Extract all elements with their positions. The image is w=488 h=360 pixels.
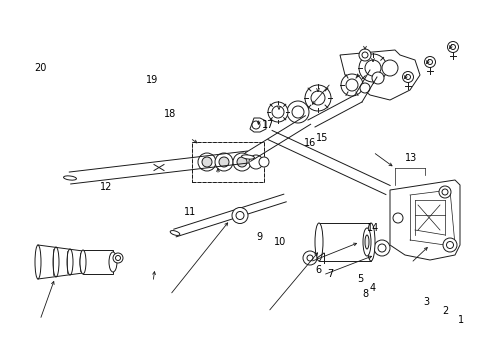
Circle shape [364, 60, 380, 76]
Circle shape [357, 231, 371, 245]
Circle shape [215, 153, 232, 171]
Ellipse shape [170, 230, 180, 235]
Circle shape [305, 85, 330, 111]
Text: 7: 7 [327, 269, 333, 279]
Circle shape [232, 153, 250, 171]
Circle shape [202, 157, 212, 167]
Ellipse shape [364, 235, 368, 249]
Circle shape [306, 255, 312, 261]
Circle shape [291, 106, 304, 118]
Circle shape [377, 244, 385, 252]
Circle shape [438, 186, 450, 198]
Bar [318, 223, 370, 261]
Circle shape [271, 106, 284, 118]
Text: 5: 5 [356, 274, 362, 284]
Circle shape [449, 45, 454, 49]
Text: 9: 9 [256, 232, 262, 242]
Ellipse shape [366, 223, 374, 261]
Ellipse shape [362, 228, 370, 256]
Text: 1: 1 [457, 315, 463, 325]
Bar [192, 142, 264, 182]
Circle shape [267, 102, 287, 122]
Bar [83, 250, 113, 274]
Circle shape [402, 72, 413, 82]
Text: 14: 14 [366, 222, 378, 233]
Ellipse shape [80, 251, 86, 273]
Circle shape [259, 157, 268, 167]
Text: 15: 15 [315, 132, 327, 143]
Circle shape [359, 83, 369, 93]
Circle shape [381, 60, 397, 76]
Circle shape [442, 238, 456, 252]
Circle shape [446, 242, 452, 248]
Polygon shape [389, 180, 459, 260]
Circle shape [405, 75, 409, 80]
Circle shape [361, 52, 367, 58]
Text: 2: 2 [441, 306, 447, 316]
Text: 6: 6 [315, 265, 321, 275]
Ellipse shape [241, 155, 254, 159]
Circle shape [310, 91, 325, 105]
Circle shape [340, 74, 362, 96]
Ellipse shape [80, 250, 86, 274]
Circle shape [361, 234, 368, 242]
Circle shape [198, 153, 216, 171]
Circle shape [346, 79, 357, 91]
Circle shape [237, 157, 246, 167]
Circle shape [447, 41, 458, 53]
Circle shape [303, 251, 316, 265]
Text: 12: 12 [100, 182, 113, 192]
Circle shape [115, 256, 120, 261]
Circle shape [371, 72, 383, 84]
Circle shape [424, 57, 435, 68]
Text: 3: 3 [423, 297, 428, 307]
Text: 19: 19 [146, 75, 159, 85]
Text: 8: 8 [362, 289, 368, 300]
Circle shape [231, 207, 247, 224]
Circle shape [248, 155, 263, 169]
Circle shape [251, 121, 260, 129]
Circle shape [427, 59, 431, 64]
Circle shape [358, 49, 370, 61]
Ellipse shape [35, 245, 41, 279]
Circle shape [286, 101, 308, 123]
Text: 16: 16 [303, 138, 316, 148]
Ellipse shape [67, 249, 73, 275]
Circle shape [373, 240, 389, 256]
Circle shape [113, 253, 123, 263]
Polygon shape [339, 50, 419, 100]
Ellipse shape [109, 252, 117, 272]
Circle shape [392, 213, 402, 223]
Ellipse shape [53, 247, 59, 277]
Circle shape [236, 211, 244, 220]
Ellipse shape [314, 223, 323, 261]
Text: 11: 11 [183, 207, 196, 217]
Text: 20: 20 [34, 63, 46, 73]
Text: 17: 17 [261, 120, 274, 130]
Text: 10: 10 [273, 237, 285, 247]
Bar [192, 142, 264, 182]
Text: 18: 18 [163, 109, 176, 120]
Polygon shape [249, 118, 265, 132]
Circle shape [219, 157, 228, 167]
Circle shape [441, 189, 447, 195]
Ellipse shape [63, 176, 76, 180]
Text: 4: 4 [369, 283, 375, 293]
Text: 13: 13 [404, 153, 416, 163]
Circle shape [358, 54, 386, 82]
